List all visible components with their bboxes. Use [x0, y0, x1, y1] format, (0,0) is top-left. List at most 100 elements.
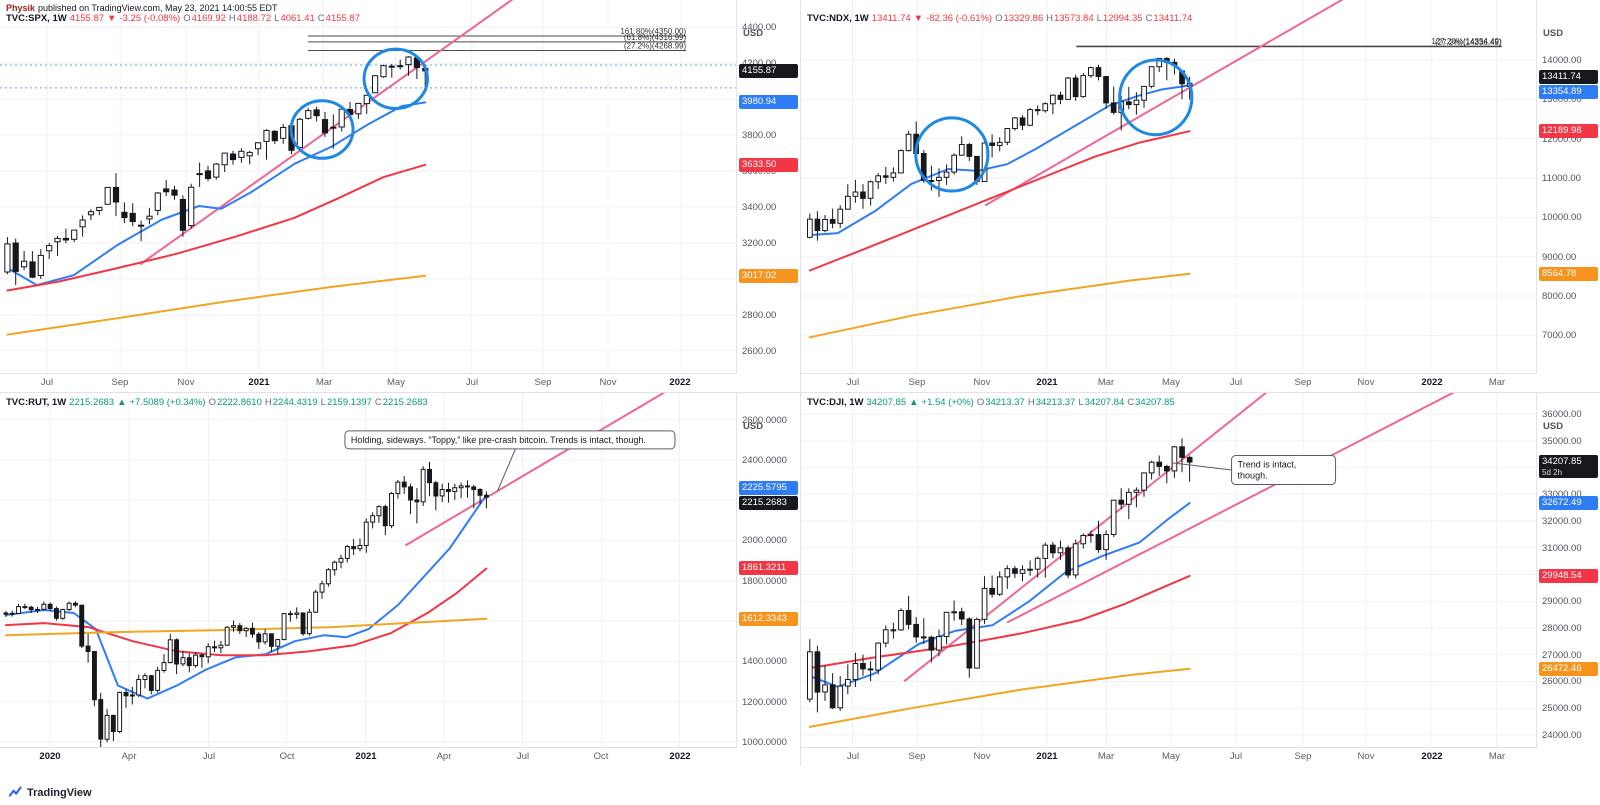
time-label: Nov: [177, 377, 195, 388]
close-value: 13411.74: [1153, 13, 1193, 24]
time-label: May: [387, 377, 405, 388]
trendline: [404, 393, 666, 547]
last-price: 4155.87: [69, 13, 105, 24]
spx-symbol-legend[interactable]: TVC:SPX, 1W 4155.87 ▼ -3.25 (-0.08%) O4169.9…: [6, 13, 363, 24]
time-label: Apr: [121, 751, 137, 762]
last-price: 13411.74: [871, 13, 911, 24]
price-tick: 13000.00: [1542, 94, 1582, 105]
price-tick: 1000.0000: [742, 737, 787, 748]
price-tick: 8000.00: [1542, 291, 1577, 302]
open-label: O: [208, 397, 216, 408]
price-tick: 4400.00: [742, 22, 777, 33]
symbol-name[interactable]: TVC:SPX, 1W: [6, 13, 67, 24]
price-label-chip: 2225.5795: [739, 481, 798, 495]
price-label-chip: 3633.50: [739, 158, 798, 172]
dji-symbol-legend[interactable]: TVC:DJI, 1W 34207.85 ▲ +1.54 (+0%) O34213.37…: [807, 397, 1178, 408]
time-label: Nov: [973, 377, 991, 388]
ndx-chart-plot[interactable]: 127.20%(14354.49) (27.2%)(14336.49): [801, 0, 1537, 374]
price-label-chip: 8564.78: [1539, 267, 1598, 281]
ma-long: [4, 617, 488, 637]
svg-text:though.: though.: [1238, 471, 1268, 481]
fib-level: 161.80%(4350.00): [308, 27, 686, 37]
price-tick: 3800.00: [742, 130, 777, 141]
tradingview-logo[interactable]: TradingView: [8, 785, 92, 800]
price-label-chip: 34207.85 5d 2h: [1539, 455, 1598, 478]
price-tick: 26000.00: [1542, 676, 1582, 687]
price-tick: 3400.00: [742, 202, 777, 213]
trendline: [984, 0, 1344, 207]
footer-bar: TradingView: [0, 766, 1600, 805]
time-label: Sep: [111, 377, 129, 388]
price-tick: 2000.0000: [742, 535, 787, 546]
time-label: 2021: [248, 377, 270, 388]
time-label: Nov: [1357, 751, 1375, 762]
time-label: Mar: [315, 377, 333, 388]
low-label: L: [320, 397, 326, 408]
symbol-name[interactable]: TVC:DJI, 1W: [807, 397, 864, 408]
currency-label: USD: [1543, 421, 1564, 432]
price-tick: 12000.00: [1542, 134, 1582, 145]
ndx-price-axis[interactable]: USD 14000.00 13000.00 12000.00 11000.00 10000…: [1536, 0, 1600, 374]
spx-chart-plot[interactable]: 161.80%(4350.00) (61.8%)(4316.99) (27.2%)(…: [0, 0, 737, 374]
time-label: 2021: [355, 751, 377, 762]
price-tick: 24000.00: [1542, 730, 1582, 741]
candles: [3, 461, 489, 748]
fib-level: (61.8%)(4316.99): [308, 33, 686, 43]
time-label: Apr: [436, 751, 452, 762]
time-label: 2022: [1421, 377, 1443, 388]
ma-slow: [4, 567, 488, 657]
trendline: [1006, 393, 1455, 624]
chart-panel-dji: Trend is intact, though. USD 36000.00 35000…: [800, 392, 1600, 766]
ndx-time-axis[interactable]: Jul Sep Nov 2021 Mar May Jul Sep Nov 2022 Mar: [801, 373, 1537, 392]
price-tick: 31000.00: [1542, 543, 1582, 554]
time-label: Jul: [516, 751, 530, 762]
price-tick: 32000.00: [1542, 516, 1582, 527]
svg-text:127.20%(14354.49): 127.20%(14354.49): [1431, 37, 1502, 46]
last-price: 2215.2683: [69, 397, 115, 408]
fib-level: (27.2%)(4268.99): [308, 42, 687, 52]
close-label: C: [374, 397, 382, 408]
spx-time-axis[interactable]: Jul Sep Nov 2021 Mar May Jul Sep Nov 2022: [0, 373, 737, 392]
time-label: 2021: [1036, 377, 1058, 388]
publisher-username[interactable]: Physik: [6, 3, 36, 13]
currency-label: USD: [1543, 28, 1564, 39]
svg-text:(27.2%)(4268.99): (27.2%)(4268.99): [624, 42, 687, 51]
price-tick: 35000.00: [1542, 436, 1582, 447]
price-tick: 11000.00: [1542, 173, 1581, 184]
high-value: 2244.4319: [272, 397, 318, 408]
time-label: May: [1162, 377, 1180, 388]
time-label: Nov: [599, 377, 617, 388]
time-label: 2022: [669, 751, 691, 762]
price-tick: 36000.00: [1542, 409, 1582, 420]
price-tick: 4200.00: [742, 58, 776, 69]
dji-chart-plot[interactable]: Trend is intact, though.: [801, 393, 1537, 748]
price-label-chip: 3017.02: [739, 269, 798, 283]
rut-price-axis[interactable]: USD2600.00002400.00002200.00002000.00001…: [736, 393, 800, 748]
rut-chart-plot[interactable]: Holding, sideways. “Toppy,” like pre-cra…: [0, 393, 737, 748]
chart-panel-rut: Holding, sideways. “Toppy,” like pre-cra…: [0, 392, 800, 766]
high-label: H: [228, 13, 236, 24]
time-label: May: [1162, 751, 1180, 762]
price-tick: 2800.00: [742, 310, 777, 321]
time-label: Mar: [1488, 377, 1506, 388]
rut-time-axis[interactable]: 2020 Apr Jul Oct 2021 Apr Jul Oct 2022: [0, 747, 737, 766]
ma-fast: [4, 493, 488, 700]
symbol-name[interactable]: TVC:NDX, 1W: [807, 13, 869, 24]
ndx-symbol-legend[interactable]: TVC:NDX, 1W 13411.74 ▼ -82.36 (-0.61%) O1332…: [807, 13, 1195, 24]
symbol-name[interactable]: TVC:RUT, 1W: [6, 397, 67, 408]
price-tick: 1800.0000: [742, 576, 787, 587]
currency-label: USD: [743, 421, 764, 432]
time-label: Oct: [279, 751, 295, 762]
tradingview-brand-text: TradingView: [27, 786, 92, 799]
price-label-chip: 1861.3211: [739, 561, 798, 575]
time-label: 2022: [669, 377, 691, 388]
ma-slow: [808, 574, 1191, 670]
rut-symbol-legend[interactable]: TVC:RUT, 1W 2215.2683 ▲ +7.5089 (+0.34%) O22…: [6, 397, 431, 408]
spx-price-axis[interactable]: USD4400.004200.004000.003800.003600.0034…: [736, 0, 800, 374]
time-label: Jul: [465, 377, 479, 388]
candles: [807, 57, 1193, 241]
time-label: Sep: [908, 377, 926, 388]
dji-time-axis[interactable]: Jul Sep Nov 2021 Mar May Jul Sep Nov 2022 Mar: [801, 747, 1537, 766]
dji-price-axis[interactable]: USD36000.0035000.0034000.0033000.0032000…: [1536, 393, 1600, 748]
